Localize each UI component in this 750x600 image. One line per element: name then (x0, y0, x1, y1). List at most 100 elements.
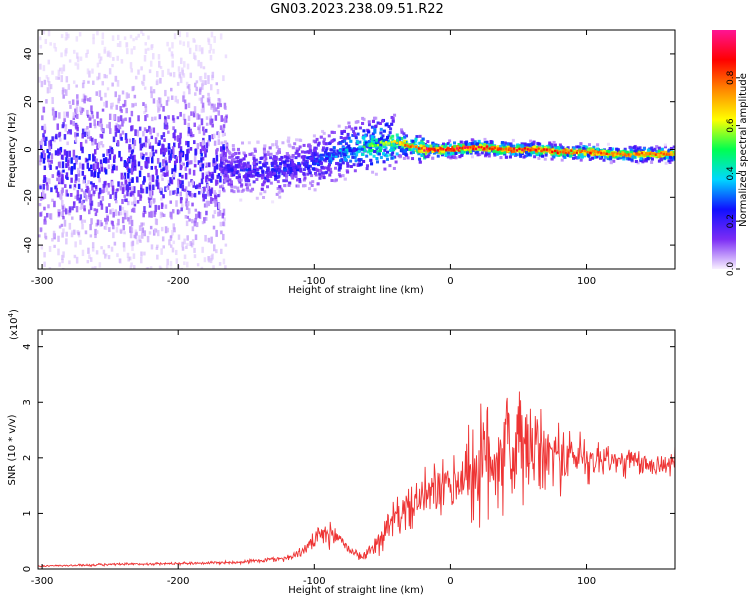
spectrogram-cell (129, 144, 133, 148)
spectrogram-cell (151, 268, 154, 269)
spectrogram-cell (579, 142, 583, 146)
spectrogram-cell (92, 192, 96, 197)
colorbar-tick-label: 0.0 (726, 262, 736, 277)
spectrogram-cell (164, 226, 168, 234)
spectrogram-cell (330, 130, 334, 134)
spectrogram-cell (668, 160, 672, 164)
spectrogram-ridge-cell (545, 148, 548, 151)
spectrogram-cell (172, 240, 176, 245)
spectrogram-cell (176, 187, 180, 194)
spectrogram-cell (151, 176, 155, 183)
spectrogram-cell (263, 153, 267, 157)
spectrogram-cell (166, 41, 169, 47)
spectrogram-cell (69, 129, 73, 135)
spectrogram-cell (457, 142, 461, 146)
spectrogram-cell (287, 166, 291, 170)
spectrogram-cell (42, 30, 46, 35)
spectrogram-cell (185, 192, 189, 199)
spectrogram-cell (128, 181, 131, 186)
spectrogram-cell (232, 190, 236, 194)
spectrogram-cell (187, 115, 191, 122)
spectrogram-cell (139, 195, 143, 199)
spectrogram-cell (251, 174, 255, 178)
spectrogram-cell (274, 157, 278, 161)
spectrogram-cell (148, 211, 151, 218)
spectrogram-cell (201, 140, 205, 146)
spectrogram-cell (66, 176, 69, 180)
spectrogram-cell (139, 239, 142, 243)
spectrogram-cell (667, 159, 671, 163)
spectrogram-cell (602, 158, 606, 162)
spectrogram-cell (286, 170, 290, 174)
spectrogram-cell (641, 159, 645, 163)
spectrogram-cell (40, 138, 44, 146)
spectrogram-cell (57, 209, 60, 214)
spectrogram-cell (237, 178, 241, 182)
spectrogram-cell (295, 147, 299, 151)
spectrogram-cell (105, 74, 108, 79)
spectrogram-cell (81, 223, 84, 230)
spectrogram-cell (283, 173, 287, 177)
spectrogram-cell (375, 138, 379, 142)
spectrogram-cell (193, 106, 197, 114)
spectrogram-cell (97, 53, 101, 59)
spectrogram-ridge-cell (436, 149, 440, 152)
spectrogram-cell (344, 150, 348, 154)
spectrogram-cell (669, 153, 673, 157)
spectrogram-cell (119, 211, 123, 216)
spectrogram-cell (418, 157, 422, 161)
spectrogram-cell (435, 150, 439, 154)
spectrogram-cell (213, 165, 217, 173)
spectrogram-cell (568, 154, 572, 158)
spectrogram-cell (344, 142, 348, 146)
spectrogram-cell (230, 168, 234, 172)
spectrogram-cell (94, 212, 98, 217)
spectrogram-cell (274, 176, 278, 180)
spectrogram-cell (366, 145, 370, 149)
spectrogram-cell (565, 153, 569, 157)
spectrogram-cell (239, 168, 243, 172)
spectrogram-cell (391, 117, 395, 121)
spectrogram-cell (149, 128, 152, 135)
spectrogram-cell (628, 145, 632, 149)
spectrogram-cell (208, 135, 211, 142)
spectrogram-cell (297, 165, 301, 169)
spectrogram-cell (107, 182, 110, 188)
spectrogram-ridge-cell (662, 153, 665, 156)
spectrogram-cell (340, 130, 344, 134)
spectrogram-cell (281, 172, 285, 176)
spectrogram-cell (100, 203, 104, 210)
spectrogram-cell (131, 177, 134, 183)
spectrogram-cell (46, 148, 49, 154)
spectrogram-cell (213, 140, 217, 146)
spectrogram-cell (290, 174, 294, 178)
spectrogram-cell (87, 130, 91, 137)
spectrogram-cell (74, 123, 78, 130)
spectrogram-cell (234, 164, 238, 168)
spectrogram-cell (88, 97, 92, 102)
spectrogram-cell (634, 149, 638, 153)
spectrogram-cell (154, 228, 157, 234)
spectrogram-cell (197, 126, 200, 131)
spectrogram-cell (79, 110, 83, 115)
spectrogram-cell (142, 222, 145, 226)
spectrogram-cell (89, 203, 93, 211)
spectrogram-ridge-cell (649, 152, 652, 156)
spectrogram-cell (196, 113, 199, 120)
spectrogram-cell (279, 162, 283, 166)
spectrogram-cell (89, 122, 92, 128)
spectrogram-cell (412, 141, 416, 145)
spectrogram-cell (42, 179, 46, 184)
spectrogram-cell (124, 179, 128, 184)
spectrogram-cell (104, 224, 108, 230)
spectrogram-cell (334, 152, 338, 156)
spectrogram-cell (650, 160, 654, 164)
spectrogram-cell (288, 181, 292, 185)
spectrogram-cell (111, 185, 115, 191)
spectrogram-cell (159, 103, 163, 108)
spectrogram-cell (357, 150, 361, 154)
spectrogram-cell (58, 112, 61, 119)
spectrogram-cell (145, 152, 148, 156)
spectrogram-cell (474, 143, 478, 147)
spectrogram-cell (418, 160, 422, 164)
